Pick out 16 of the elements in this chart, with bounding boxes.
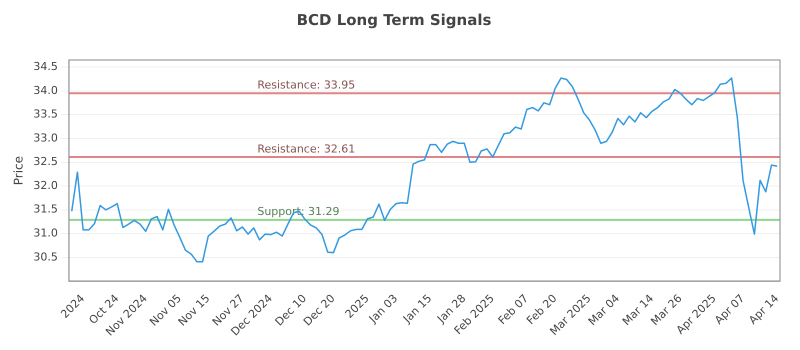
ref-line-label: Support: 31.29 xyxy=(257,205,340,218)
y-tick-label: 33.5 xyxy=(33,108,58,121)
x-tick-label: Apr 14 xyxy=(746,292,782,327)
y-tick-label: 33.0 xyxy=(33,131,58,144)
y-tick-label: 32.0 xyxy=(33,178,58,192)
y-tick-label: 31.5 xyxy=(33,202,58,216)
y-tick-label: 34.5 xyxy=(33,60,58,73)
y-tick-label: 30.5 xyxy=(33,250,58,264)
ref-line-label: Resistance: 33.95 xyxy=(257,78,356,92)
y-tick-label: 32.5 xyxy=(33,155,58,168)
y-axis-title: Price xyxy=(11,156,26,186)
x-tick-label: Jan 15 xyxy=(400,292,434,326)
ref-line-label: Resistance: 32.61 xyxy=(257,142,356,156)
chart-title: BCD Long Term Signals xyxy=(296,10,492,29)
y-tick-label: 34.0 xyxy=(33,84,58,97)
y-tick-label: 31.0 xyxy=(33,226,58,240)
